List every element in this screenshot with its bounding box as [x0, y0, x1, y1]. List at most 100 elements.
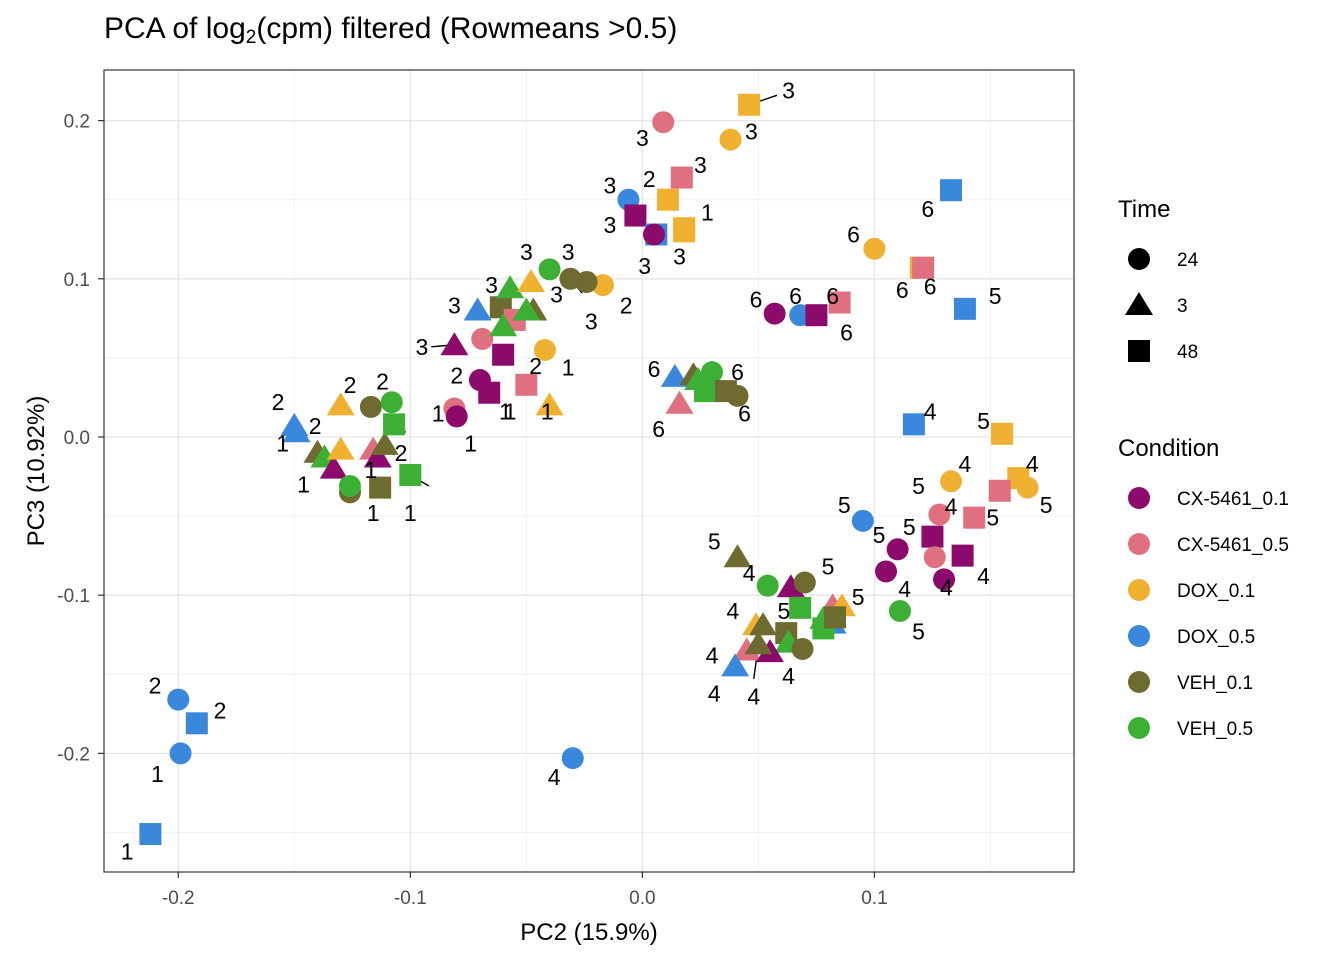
data-point-veh-0-5-t24 — [700, 361, 723, 384]
point-label: 4 — [548, 764, 561, 790]
legend-time-label: 24 — [1177, 250, 1199, 271]
data-point-dox-0-5-t24 — [851, 509, 874, 532]
data-point-veh-0-5-t3 — [489, 313, 518, 337]
point-label: 6 — [826, 283, 839, 309]
data-point-cx-5461-0-5-t24 — [928, 503, 951, 526]
data-point-veh-0-5-t3 — [496, 275, 525, 299]
data-point-cx-5461-0-5-t3 — [665, 390, 694, 414]
point-label: 3 — [673, 244, 686, 270]
point-label: 3 — [550, 282, 563, 308]
data-point-dox-0-1-t24 — [940, 470, 963, 493]
data-point-cx-5461-0-1-t24 — [763, 302, 786, 325]
data-point-cx-5461-0-1-t24 — [875, 560, 898, 583]
point-label: 6 — [924, 274, 937, 300]
data-point-dox-0-5-t24 — [167, 688, 190, 711]
x-tick-label: 0.0 — [629, 888, 655, 909]
point-label: 4 — [977, 563, 990, 589]
point-label: 4 — [708, 680, 721, 706]
point-label: 4 — [1026, 451, 1039, 477]
point-label: 1 — [464, 430, 477, 456]
point-label: 3 — [585, 309, 598, 335]
data-point-cx-5461-0-1-t48 — [951, 544, 974, 567]
point-label: 4 — [959, 451, 972, 477]
data-point-cx-5461-0-5-t48 — [963, 506, 986, 529]
point-label: 5 — [1040, 492, 1053, 518]
data-point-cx-5461-0-5-t48 — [670, 166, 693, 189]
point-label: 2 — [272, 389, 285, 415]
data-point-dox-0-5-t3 — [721, 653, 750, 677]
legend-condition-label: DOX_0.5 — [1177, 627, 1255, 648]
data-point-dox-0-5-t48 — [953, 297, 976, 320]
data-point-cx-5461-0-1-t24 — [642, 223, 665, 246]
data-point-veh-0-5-t48 — [399, 463, 422, 486]
point-label: 4 — [898, 576, 911, 602]
y-tick-label: 0.1 — [64, 270, 90, 291]
legend-condition-label: CX-5461_0.1 — [1177, 489, 1289, 510]
point-label: 3 — [485, 272, 498, 298]
data-point-dox-0-5-t3 — [660, 363, 689, 387]
data-point-veh-0-1-t3 — [744, 631, 773, 655]
minor-gridlines — [104, 70, 1074, 872]
point-label: 1 — [701, 199, 714, 225]
data-point-dox-0-1-t24 — [1016, 476, 1039, 499]
data-point-cx-5461-0-5-t48 — [912, 256, 935, 279]
data-point-dox-0-1-t48 — [673, 220, 696, 243]
point-label: 2 — [450, 362, 463, 388]
data-point-dox-0-5-t3 — [463, 297, 492, 321]
y-tick-label: 0.2 — [64, 112, 90, 133]
point-label: 2 — [149, 672, 162, 698]
data-point-cx-5461-0-5-t24 — [923, 546, 946, 569]
point-label: 2 — [620, 293, 633, 319]
legend-condition-swatch — [1128, 533, 1150, 555]
legend-time-label: 48 — [1177, 342, 1198, 363]
y-tick-label: 0.0 — [64, 428, 90, 449]
point-label: 5 — [903, 514, 916, 540]
data-point-cx-5461-0-1-t3 — [440, 332, 469, 356]
point-label: 5 — [912, 473, 925, 499]
point-label: 3 — [782, 78, 795, 104]
point-label: 1 — [499, 399, 512, 425]
data-point-cx-5461-0-1-t48 — [624, 204, 647, 227]
point-label: 3 — [603, 172, 616, 198]
y-tick-label: -0.2 — [57, 744, 90, 765]
point-label: 3 — [448, 293, 461, 319]
legend-time-key-triangle — [1125, 292, 1153, 315]
legend-condition-swatch — [1128, 487, 1150, 509]
legend-condition-label: DOX_0.1 — [1177, 581, 1255, 602]
point-label: 1 — [432, 400, 445, 426]
point-label: 6 — [847, 222, 860, 248]
data-point-veh-0-1-t24 — [726, 384, 749, 407]
point-label: 4 — [743, 560, 756, 586]
point-label: 6 — [731, 359, 744, 385]
point-label: 1 — [404, 500, 417, 526]
data-point-cx-5461-0-5-t3 — [732, 637, 761, 661]
point-label: 6 — [789, 283, 802, 309]
legend-condition-swatch — [1128, 717, 1150, 739]
point-label: 3 — [603, 212, 616, 238]
data-point-veh-0-5-t48 — [694, 380, 717, 403]
data-point-cx-5461-0-1-t3 — [776, 574, 805, 598]
point-label: 1 — [276, 430, 289, 456]
data-point-cx-5461-0-1-t3 — [363, 444, 392, 468]
point-label: 6 — [921, 196, 934, 222]
point-label: 6 — [896, 277, 909, 303]
point-label: 4 — [940, 574, 953, 600]
point-label: 5 — [986, 505, 999, 531]
data-point-veh-0-1-t24 — [359, 395, 382, 418]
legend-condition-label: VEH_0.5 — [1177, 719, 1253, 740]
data-point-veh-0-5-t48 — [789, 596, 812, 619]
data-point-dox-0-1-t24 — [719, 128, 742, 151]
legend-condition-label: VEH_0.1 — [1177, 673, 1253, 694]
data-point-veh-0-1-t3 — [723, 544, 752, 568]
point-label: 2 — [214, 698, 227, 724]
point-label: 4 — [747, 683, 760, 709]
legend-time-title: Time — [1118, 196, 1170, 223]
point-label: 5 — [989, 283, 1002, 309]
data-point-dox-0-5-t48 — [139, 823, 162, 846]
x-tick-label: -0.2 — [162, 888, 195, 909]
data-point-cx-5461-0-5-t24 — [471, 327, 494, 350]
data-point-dox-0-1-t3 — [326, 436, 355, 460]
point-label: 3 — [636, 125, 649, 151]
point-label: 3 — [745, 119, 758, 145]
